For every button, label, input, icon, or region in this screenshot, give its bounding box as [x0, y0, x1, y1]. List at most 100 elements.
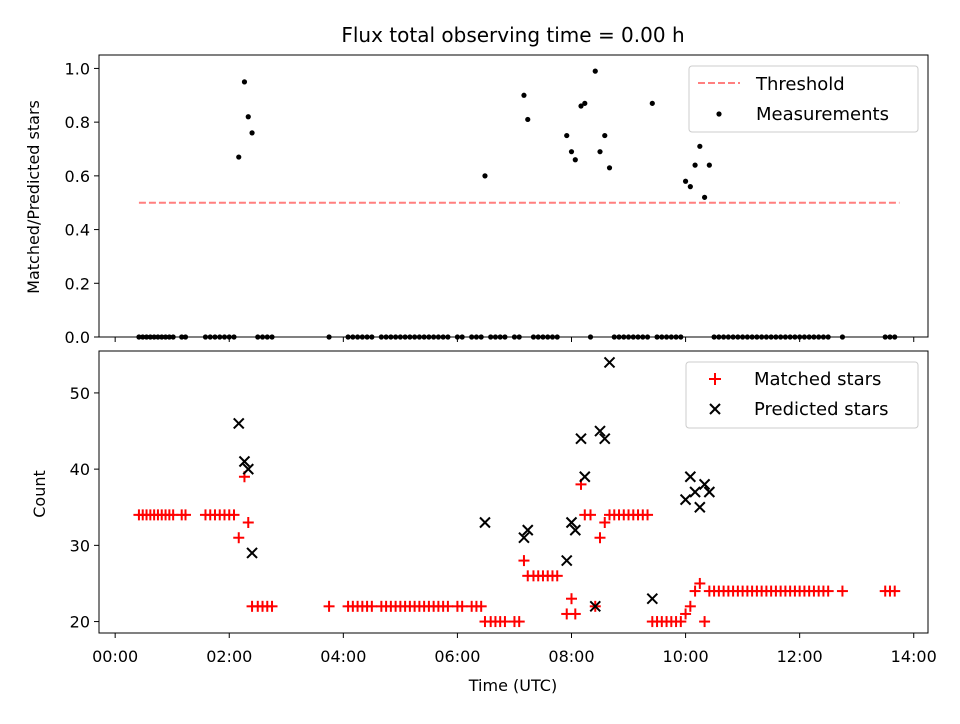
- bottom-x-tick-label: 10:00: [663, 647, 709, 666]
- matched-star-point: [569, 608, 581, 620]
- top-title: Flux total observing time = 0.00 h: [341, 23, 684, 47]
- matched-star-point: [551, 570, 563, 582]
- predicted-star-point: [565, 516, 578, 529]
- predicted-star-point: [242, 463, 254, 475]
- top-legend-box: [688, 65, 919, 133]
- predicted-star-point: [569, 524, 582, 536]
- bottom-y-tick-label: 40: [70, 460, 90, 479]
- threshold-legend-label: Threshold: [755, 74, 845, 95]
- predicted-star-point: [579, 471, 591, 483]
- top-y-tick-label: 0.0: [65, 328, 90, 347]
- bottom-y-tick-label: 50: [70, 384, 90, 403]
- predicted-star-point: [522, 524, 534, 536]
- matched-star-point: [689, 585, 701, 597]
- top-y-tick-label: 1.0: [65, 59, 90, 78]
- measurements-legend-label: Measurements: [756, 104, 889, 125]
- measurement-point: [592, 68, 598, 74]
- matched-star-point: [675, 616, 687, 628]
- bottom-legend: Matched stars Predicted stars: [685, 361, 919, 429]
- measurement-point: [568, 149, 575, 155]
- measurement-point: [572, 157, 578, 163]
- measurement-point: [482, 173, 488, 179]
- predicted-star-point: [599, 432, 611, 445]
- measurement-point: [525, 116, 531, 123]
- matched-star-point: [594, 532, 606, 544]
- bottom-legend-box: [685, 361, 919, 429]
- predicted-star-point: [698, 478, 711, 491]
- bottom-x-tick-label: 08:00: [548, 647, 594, 666]
- bottom-x-axis-label: Time (UTC): [468, 676, 557, 695]
- predicted-star-point: [479, 516, 491, 529]
- matched-star-point: [180, 509, 192, 521]
- matched-star-point: [599, 516, 611, 528]
- predicted-star-point: [518, 532, 530, 544]
- measurement-point: [245, 114, 251, 120]
- matched-star-point: [513, 616, 525, 628]
- matched-star-point: [518, 555, 530, 567]
- measurement-point: [249, 130, 255, 136]
- measurement-point: [706, 162, 712, 168]
- matched-star-point: [694, 577, 706, 589]
- bottom-x-tick-label: 02:00: [206, 647, 252, 666]
- matched-star-point: [233, 532, 245, 544]
- predicted-star-point: [589, 600, 601, 613]
- bottom-x-tick-label: 00:00: [92, 647, 138, 666]
- matched-star-point: [456, 600, 468, 612]
- bottom-x-tick-label: 12:00: [777, 647, 823, 666]
- predicted-star-point: [575, 432, 587, 445]
- measurement-point: [701, 194, 708, 200]
- matched-star-points: [133, 471, 901, 628]
- measurement-point: [687, 184, 693, 190]
- top-y-axis-label: Matched/Predicted stars: [24, 100, 43, 294]
- bottom-x-ticks: 00:00 02:00 04:00 06:00 08:00 10:00 12:00 14:00: [92, 633, 937, 666]
- matched-star-point: [475, 600, 487, 612]
- predicted-star-point: [684, 471, 697, 483]
- measurement-point: [697, 143, 703, 149]
- predicted-star-point: [703, 486, 716, 498]
- measurement-point: [682, 178, 689, 184]
- top-legend: Threshold Measurements: [688, 65, 919, 133]
- predicted-star-point: [246, 547, 258, 559]
- measurement-point: [606, 165, 613, 171]
- measurement-point: [582, 100, 588, 106]
- matched-legend-label: Matched stars: [754, 369, 881, 390]
- bottom-axes-frame: [98, 350, 929, 634]
- predicted-star-point: [679, 493, 692, 506]
- measurement-point: [692, 162, 698, 168]
- predicted-legend-swatch: [709, 403, 721, 415]
- top-y-tick-label: 0.6: [65, 167, 90, 186]
- bottom-y-axis-label: Count: [30, 470, 49, 518]
- predicted-star-point: [594, 425, 606, 437]
- top-axes: Flux total observing time = 0.00 h Match…: [24, 23, 929, 347]
- top-y-tick-label: 0.4: [65, 221, 90, 240]
- matched-star-point: [323, 600, 335, 612]
- predicted-star-point: [646, 592, 659, 605]
- matched-star-point: [242, 516, 254, 528]
- bottom-axes: Count Time (UTC) 20 30 40 50 00:00 02:00 04:0…: [30, 350, 937, 695]
- predicted-star-point: [603, 356, 616, 369]
- matched-star-point: [499, 616, 511, 628]
- matched-star-point: [836, 585, 848, 597]
- measurements-legend-swatch: [716, 111, 722, 117]
- measurement-point: [602, 132, 608, 139]
- measurement-point: [521, 92, 527, 98]
- measurement-point: [236, 154, 242, 160]
- measurement-point: [578, 103, 584, 109]
- matched-star-point: [442, 600, 454, 612]
- top-y-tick-label: 0.2: [65, 274, 90, 293]
- predicted-star-point: [238, 455, 251, 468]
- top-y-tick-label: 0.8: [65, 113, 90, 132]
- predicted-legend-label: Predicted stars: [754, 399, 888, 420]
- bottom-x-tick-label: 14:00: [891, 647, 937, 666]
- matched-star-point: [822, 585, 834, 597]
- bottom-x-tick-label: 04:00: [320, 647, 366, 666]
- bottom-y-tick-label: 20: [70, 613, 90, 632]
- measurement-point: [597, 149, 603, 155]
- matched-star-point: [684, 600, 696, 612]
- matched-star-point: [680, 608, 692, 620]
- matched-star-point: [889, 585, 901, 597]
- top-axes-frame: [98, 54, 929, 338]
- matched-star-point: [366, 600, 378, 612]
- predicted-star-point: [694, 501, 706, 513]
- measurement-point: [241, 79, 248, 85]
